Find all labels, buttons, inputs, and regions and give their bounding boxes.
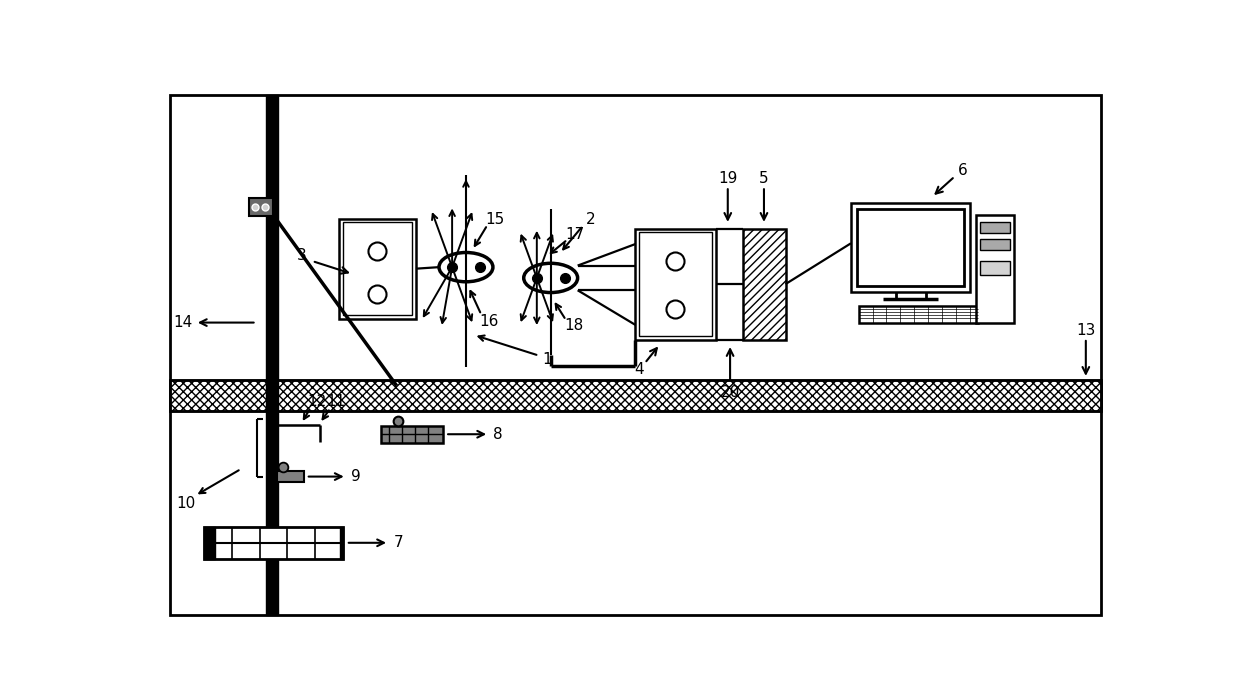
Text: 1: 1 (541, 352, 551, 367)
Text: 11: 11 (326, 394, 346, 410)
Text: 6: 6 (958, 163, 968, 178)
Bar (976, 215, 1015, 322)
Text: 20: 20 (720, 385, 740, 400)
Text: 14: 14 (173, 315, 193, 330)
Bar (382, 426, 442, 442)
Bar (339, 219, 416, 319)
Bar (170, 380, 1101, 411)
Bar (170, 380, 1101, 411)
Text: 4: 4 (634, 362, 644, 377)
Text: 5: 5 (760, 171, 768, 186)
Bar (980, 222, 1010, 233)
Bar (204, 526, 343, 559)
Bar (857, 210, 964, 286)
Text: 7: 7 (394, 535, 403, 550)
Bar (859, 305, 978, 322)
Text: 9: 9 (351, 469, 361, 484)
Bar (343, 222, 413, 315)
Text: 13: 13 (1077, 323, 1095, 338)
Bar (743, 229, 786, 340)
Text: 8: 8 (493, 426, 503, 442)
Text: 17: 17 (566, 227, 585, 243)
Text: 18: 18 (564, 318, 584, 333)
Bar (980, 240, 1010, 250)
Bar (639, 233, 712, 336)
Bar (204, 526, 214, 559)
Text: 2: 2 (586, 212, 596, 227)
Text: 10: 10 (176, 496, 196, 511)
Text: 12: 12 (307, 394, 326, 410)
Bar (249, 198, 274, 216)
Bar (636, 229, 716, 340)
Bar (980, 261, 1010, 275)
Text: 19: 19 (719, 171, 737, 186)
Bar (266, 96, 278, 615)
Bar (339, 526, 343, 559)
Bar (278, 471, 305, 482)
Bar (851, 203, 970, 291)
Text: 15: 15 (486, 212, 504, 227)
Text: 3: 3 (297, 248, 307, 263)
Text: 16: 16 (479, 314, 499, 329)
